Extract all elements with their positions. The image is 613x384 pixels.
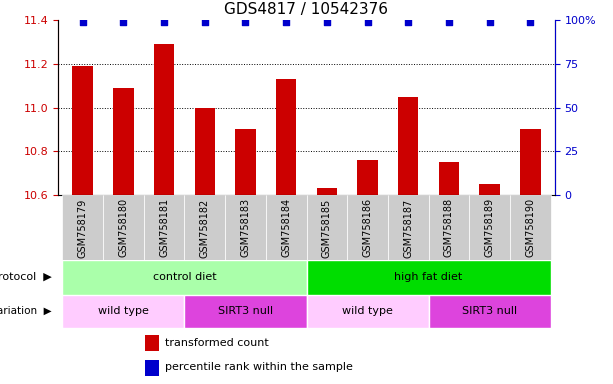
Bar	[317, 189, 337, 195]
Bar	[185, 195, 225, 260]
Text: GSM758187: GSM758187	[403, 198, 413, 258]
Bar	[398, 96, 419, 195]
Point	[240, 19, 250, 25]
Bar	[357, 160, 378, 195]
Bar	[306, 295, 428, 328]
Bar	[428, 295, 550, 328]
Bar	[145, 335, 159, 351]
Bar	[388, 195, 428, 260]
Bar	[63, 295, 185, 328]
Text: high fat diet: high fat diet	[395, 273, 463, 283]
Text: GSM758188: GSM758188	[444, 198, 454, 257]
Bar	[103, 195, 143, 260]
Bar	[520, 129, 541, 195]
Bar	[145, 360, 159, 376]
Text: SIRT3 null: SIRT3 null	[462, 306, 517, 316]
Bar	[306, 195, 347, 260]
Bar	[113, 88, 134, 195]
Point	[78, 19, 88, 25]
Bar	[266, 195, 306, 260]
Bar	[276, 79, 296, 195]
Point	[159, 19, 169, 25]
Point	[200, 19, 210, 25]
Text: percentile rank within the sample: percentile rank within the sample	[165, 362, 353, 372]
Text: SIRT3 null: SIRT3 null	[218, 306, 273, 316]
Point	[118, 19, 128, 25]
Bar	[63, 195, 103, 260]
Point	[525, 19, 535, 25]
Text: GSM758183: GSM758183	[240, 198, 251, 257]
Point	[444, 19, 454, 25]
Text: GSM758185: GSM758185	[322, 198, 332, 258]
Point	[281, 19, 291, 25]
Bar	[510, 195, 550, 260]
Text: GSM758179: GSM758179	[78, 198, 88, 258]
Point	[485, 19, 495, 25]
Point	[363, 19, 373, 25]
Bar	[194, 108, 215, 195]
Text: GSM758189: GSM758189	[485, 198, 495, 257]
Text: transformed count: transformed count	[165, 338, 268, 348]
Bar	[470, 195, 510, 260]
Bar	[225, 195, 266, 260]
Text: wild type: wild type	[98, 306, 149, 316]
Bar	[439, 162, 459, 195]
Text: genotype/variation  ▶: genotype/variation ▶	[0, 306, 52, 316]
Text: control diet: control diet	[153, 273, 216, 283]
Text: GSM758181: GSM758181	[159, 198, 169, 257]
Bar	[72, 66, 93, 195]
Text: wild type: wild type	[342, 306, 393, 316]
Bar	[306, 260, 550, 295]
Bar	[235, 129, 256, 195]
Point	[403, 19, 413, 25]
Text: GSM758180: GSM758180	[118, 198, 128, 257]
Bar	[347, 195, 388, 260]
Bar	[154, 44, 174, 195]
Text: GSM758190: GSM758190	[525, 198, 535, 257]
Title: GDS4817 / 10542376: GDS4817 / 10542376	[224, 2, 389, 17]
Text: GSM758184: GSM758184	[281, 198, 291, 257]
Text: protocol  ▶: protocol ▶	[0, 273, 52, 283]
Bar	[143, 195, 185, 260]
Bar	[428, 195, 470, 260]
Bar	[185, 295, 306, 328]
Text: GSM758186: GSM758186	[362, 198, 373, 257]
Bar	[63, 260, 306, 295]
Point	[322, 19, 332, 25]
Text: GSM758182: GSM758182	[200, 198, 210, 258]
Bar	[479, 184, 500, 195]
